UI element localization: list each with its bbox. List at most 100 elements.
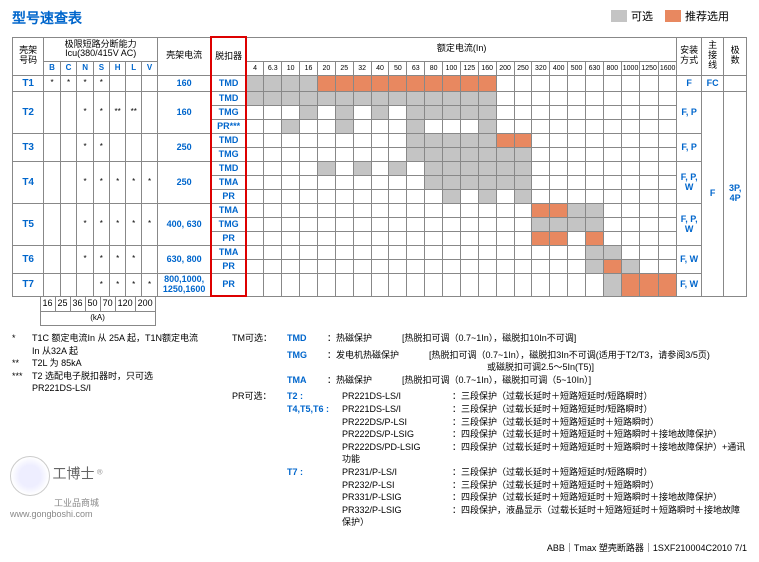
matrix-cell [640,204,659,218]
matrix-cell [371,204,389,218]
cap-cell [60,204,77,246]
matrix-cell [658,190,677,204]
matrix-cell [300,162,318,176]
recommended-label: 推荐选用 [685,8,729,24]
matrix-cell [425,274,443,297]
matrix-cell [550,134,568,148]
install-method: F, W [677,246,702,274]
cap-cell [44,162,61,204]
cap-cell [142,134,158,162]
cap-col: H [109,62,126,76]
matrix-cell [496,76,514,92]
matrix-cell [640,218,659,232]
matrix-cell [514,148,532,162]
matrix-cell [478,120,496,134]
matrix-cell [532,204,550,218]
matrix-cell [425,120,443,134]
cap-cell [60,274,77,297]
matrix-cell [550,218,568,232]
matrix-cell [621,106,640,120]
matrix-cell [550,260,568,274]
matrix-cell [335,120,353,134]
matrix-cell [568,176,586,190]
cap-col: S [93,62,109,76]
matrix-cell [407,148,425,162]
matrix-cell [460,106,478,120]
matrix-cell [586,218,604,232]
cap-cell [126,134,142,162]
rated-col: 50 [389,62,407,76]
matrix-cell [264,218,282,232]
matrix-cell [568,190,586,204]
matrix-cell [371,134,389,148]
matrix-cell [568,76,586,92]
cap-cell: ** [109,92,126,134]
matrix-cell [425,76,443,92]
matrix-cell [586,106,604,120]
matrix-cell [335,274,353,297]
matrix-cell [496,260,514,274]
ka-value: 120 [115,297,135,312]
hdr-trip-unit: 脱扣器 [211,37,246,76]
frame-current: 630, 800 [158,246,212,274]
matrix-cell [407,134,425,148]
matrix-cell [568,218,586,232]
cap-cell: * [93,162,109,204]
cap-cell: * [77,76,94,92]
rated-col: 200 [496,62,514,76]
matrix-cell [586,134,604,148]
frame-current: 250 [158,134,212,162]
matrix-cell [389,134,407,148]
cap-cell: * [44,76,61,92]
matrix-cell [353,106,371,120]
matrix-cell [478,176,496,190]
matrix-cell [317,148,335,162]
matrix-cell [658,232,677,246]
hdr-install: 安装方式 [677,37,702,76]
matrix-cell [603,260,621,274]
cap-col: B [44,62,61,76]
matrix-cell [371,120,389,134]
cap-cell: * [109,246,126,274]
cap-cell [44,92,61,134]
matrix-cell [246,190,264,204]
rated-col: 32 [353,62,371,76]
matrix-cell [460,176,478,190]
cap-cell: * [142,162,158,204]
cap-cell [60,246,77,274]
matrix-cell [443,134,461,148]
optional-swatch [611,10,627,22]
matrix-cell [371,190,389,204]
matrix-cell [335,260,353,274]
matrix-cell [603,92,621,106]
matrix-cell [425,204,443,218]
matrix-cell [335,190,353,204]
matrix-cell [264,274,282,297]
matrix-cell [550,190,568,204]
logo-area: 工博士 ® 工业品商城 www.gongboshi.com [10,456,103,519]
matrix-cell [460,76,478,92]
matrix-cell [621,190,640,204]
matrix-cell [586,76,604,92]
cap-cell: * [109,162,126,204]
matrix-cell [658,274,677,297]
cap-cell: * [142,204,158,246]
matrix-cell [353,76,371,92]
matrix-cell [550,106,568,120]
matrix-cell [568,92,586,106]
matrix-cell [658,218,677,232]
cap-cell: * [93,92,109,134]
matrix-cell [425,232,443,246]
ka-value: 36 [70,297,85,312]
matrix-cell [264,162,282,176]
rated-col: 800 [603,62,621,76]
matrix-cell [335,232,353,246]
matrix-cell [568,232,586,246]
cap-cell [77,274,94,297]
rated-col: 500 [568,62,586,76]
matrix-cell [532,106,550,120]
logo-sub: 工业品商城 [54,498,99,508]
matrix-cell [640,274,659,297]
matrix-cell [371,232,389,246]
matrix-cell [478,260,496,274]
